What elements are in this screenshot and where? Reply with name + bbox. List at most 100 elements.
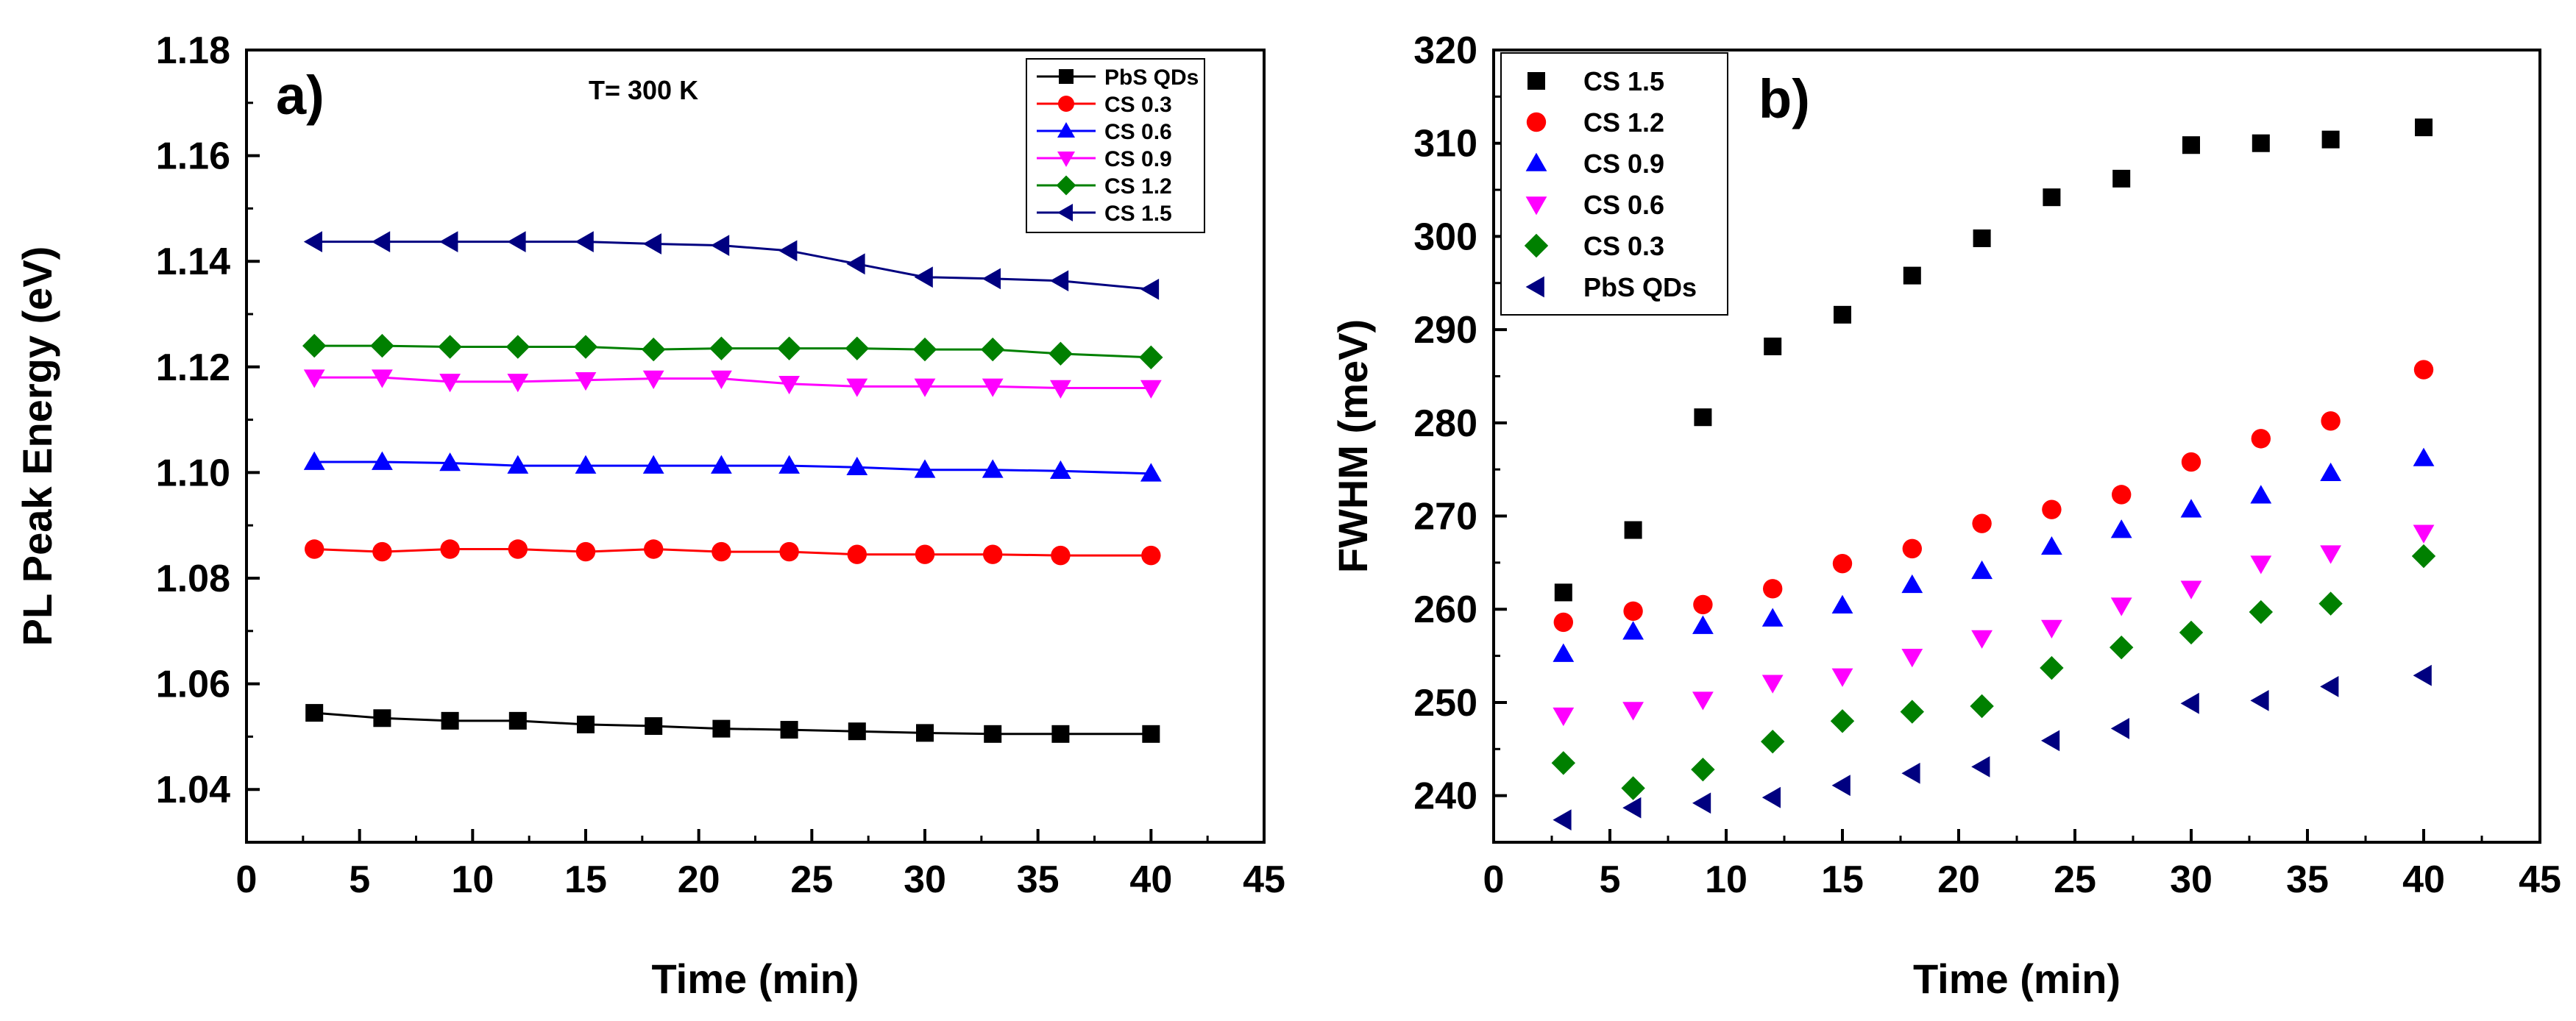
- data-point: [577, 715, 595, 733]
- data-point: [2320, 676, 2339, 697]
- legend-marker: [1056, 175, 1076, 196]
- series-cs-0-3: [1551, 544, 2436, 800]
- data-point: [370, 333, 394, 358]
- data-point: [1691, 757, 1715, 782]
- y-tick-label: 1.08: [156, 558, 230, 600]
- data-point: [438, 335, 462, 359]
- x-tick-label: 15: [564, 858, 607, 901]
- data-point: [2250, 485, 2272, 504]
- data-point: [2321, 411, 2341, 431]
- y-tick-label: 1.04: [156, 769, 230, 811]
- panel-label-a: a): [276, 65, 324, 126]
- data-point: [1694, 408, 1712, 427]
- data-point: [2110, 519, 2132, 538]
- data-point: [575, 455, 597, 474]
- data-point: [1761, 608, 1784, 627]
- data-point: [575, 371, 597, 391]
- data-point: [2041, 619, 2062, 638]
- data-point: [1692, 792, 1711, 814]
- legend-marker: [1526, 112, 1547, 132]
- data-point: [1142, 725, 1160, 743]
- panel-label-b: b): [1759, 68, 1810, 129]
- legend-marker: [1057, 152, 1075, 167]
- data-point: [1554, 583, 1572, 602]
- data-point: [303, 369, 325, 388]
- y-tick-label: 270: [1413, 496, 1477, 538]
- data-point: [1553, 809, 1572, 830]
- legend-label: PbS QDs: [1104, 65, 1199, 90]
- data-point: [573, 335, 598, 359]
- y-tick-label: 1.14: [156, 241, 230, 283]
- data-point: [439, 374, 461, 393]
- data-point: [2181, 452, 2201, 472]
- series-cs-1-2: [302, 333, 1163, 370]
- x-tick-label: 45: [2519, 858, 2561, 901]
- data-point: [1832, 553, 1853, 574]
- data-point: [505, 335, 530, 359]
- data-point: [507, 455, 529, 474]
- data-point: [709, 336, 734, 360]
- data-point: [644, 539, 664, 559]
- x-tick-label: 0: [1483, 858, 1505, 901]
- data-point: [507, 231, 526, 253]
- y-tick-label: 280: [1413, 402, 1477, 445]
- series-line: [314, 241, 1152, 291]
- data-point: [779, 541, 799, 562]
- data-point: [642, 233, 661, 255]
- data-point: [778, 375, 800, 395]
- series-cs-0-9: [1553, 447, 2435, 662]
- data-point: [2413, 524, 2435, 544]
- legend-label: CS 0.9: [1104, 147, 1172, 171]
- legend-marker: [1058, 96, 1074, 112]
- y-tick-label: 250: [1413, 682, 1477, 725]
- y-tick-label: 290: [1413, 309, 1477, 352]
- legend-label: CS 1.5: [1104, 202, 1172, 226]
- data-point: [1973, 229, 1991, 247]
- x-tick-label: 30: [904, 858, 946, 901]
- data-point: [2413, 664, 2432, 686]
- legend-label: PbS QDs: [1583, 272, 1697, 302]
- data-point: [372, 369, 393, 388]
- legend-marker: [1525, 152, 1547, 171]
- data-point: [1971, 630, 1993, 649]
- data-point: [1622, 621, 1644, 640]
- data-point: [575, 541, 596, 562]
- data-point: [982, 268, 1001, 290]
- data-point: [2110, 635, 2134, 660]
- data-point: [303, 231, 322, 253]
- data-point: [981, 337, 1005, 362]
- y-tick-label: 1.10: [156, 452, 230, 494]
- x-tick-label: 0: [236, 858, 258, 901]
- data-point: [645, 717, 663, 736]
- data-point: [2250, 555, 2272, 574]
- data-point: [1140, 463, 1162, 482]
- data-point: [372, 541, 392, 562]
- series-line: [314, 711, 1152, 736]
- data-point: [1624, 521, 1642, 539]
- data-point: [1692, 615, 1714, 634]
- data-point: [778, 455, 800, 474]
- series-pbs-qds: [1553, 664, 2432, 830]
- series-line: [314, 460, 1152, 475]
- data-point: [2413, 360, 2434, 380]
- data-point: [1831, 668, 1853, 687]
- data-point: [2180, 499, 2202, 518]
- data-point: [1553, 643, 1575, 662]
- data-point: [711, 455, 732, 474]
- data-point: [2182, 136, 2200, 154]
- data-point: [848, 722, 866, 741]
- series-line: [314, 376, 1152, 390]
- data-point: [305, 539, 324, 559]
- data-point: [846, 378, 868, 397]
- data-point: [1551, 751, 1575, 775]
- series-line: [314, 548, 1152, 557]
- data-point: [780, 721, 798, 739]
- data-point: [440, 539, 460, 559]
- data-point: [1050, 270, 1069, 292]
- data-point: [1050, 460, 1071, 480]
- data-point: [439, 452, 461, 472]
- data-point: [1761, 675, 1784, 694]
- legend-box: [1500, 52, 1728, 316]
- y-tick-label: 320: [1413, 29, 1477, 72]
